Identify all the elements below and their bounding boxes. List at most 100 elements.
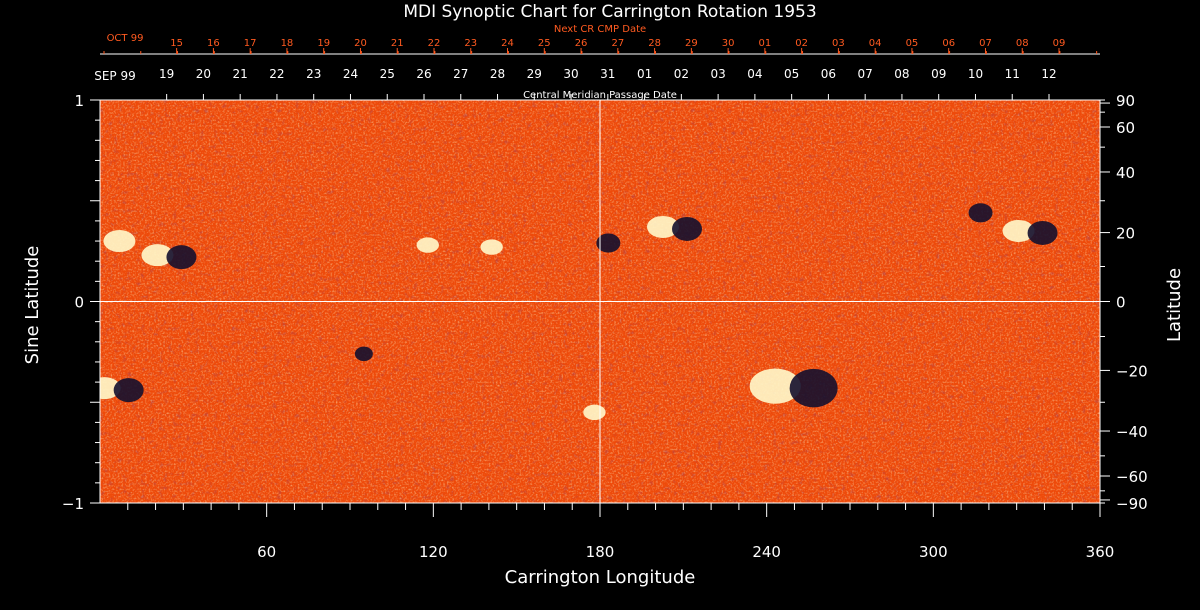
cmp-date-label: 25 [380, 67, 395, 81]
active-region-9 [583, 404, 606, 421]
next-date-label: 27 [611, 38, 624, 49]
next-date-label: 18 [281, 38, 294, 49]
y-axis-right: 90 60 40 20 0 −20 −40 −60 −90 [1100, 92, 1148, 513]
positive-patch [583, 404, 606, 421]
cmp-date-label: 20 [196, 67, 211, 81]
next-date-label: 08 [1016, 38, 1029, 49]
y-right-tick-label: −90 [1116, 495, 1148, 513]
negative-patch [166, 245, 197, 270]
active-region-2 [141, 244, 197, 270]
cmp-date-label: 04 [747, 67, 762, 81]
negative-patch [968, 203, 993, 223]
negative-patch [113, 378, 144, 403]
next-date-label: 16 [207, 38, 220, 49]
next-date-label: 09 [1053, 38, 1066, 49]
next-date-label: 06 [942, 38, 955, 49]
x-tick-label: 120 [419, 543, 448, 561]
next-date-label: 30 [722, 38, 735, 49]
next-date-label: 29 [685, 38, 698, 49]
active-region-4 [416, 237, 439, 253]
next-date-label: 28 [648, 38, 661, 49]
cmp-date-label: 06 [821, 67, 836, 81]
y-right-tick-label: −60 [1116, 468, 1148, 486]
cmp-date-label: 08 [894, 67, 909, 81]
positive-patch [1002, 219, 1035, 242]
active-region-6 [596, 233, 621, 253]
cmp-date-label: 31 [600, 67, 615, 81]
next-date-label: 01 [759, 38, 772, 49]
x-tick-label: 360 [1086, 543, 1115, 561]
y-right-tick-label: −20 [1116, 362, 1148, 380]
x-tick-label: 180 [586, 543, 615, 561]
x-tick-label: 240 [752, 543, 781, 561]
cmp-date-label: 26 [416, 67, 431, 81]
cmp-date-label: 19 [159, 67, 174, 81]
cmp-date-label: 10 [968, 67, 983, 81]
y-axis-left: 1 0 −1 [62, 92, 100, 513]
cmp-date-label: 02 [674, 67, 689, 81]
next-date-label: 25 [538, 38, 551, 49]
y-right-tick-label: 20 [1116, 225, 1135, 243]
negative-patch [789, 368, 838, 408]
cmp-axis-label: Central Meridian Passage Date [523, 90, 677, 101]
cmp-date-label: 05 [784, 67, 799, 81]
x-tick-label: 60 [257, 543, 276, 561]
next-date-label: 17 [244, 38, 257, 49]
next-date-label: 24 [501, 38, 514, 49]
cmp-date-label: 30 [563, 67, 578, 81]
y-right-tick-label: 40 [1116, 164, 1135, 182]
x-tick-label: 300 [919, 543, 948, 561]
next-date-label: 26 [575, 38, 588, 49]
x-axis: 60 120 180 240 300 360 [127, 503, 1115, 561]
cmp-date-label: 01 [637, 67, 652, 81]
cmp-date-label: 21 [233, 67, 248, 81]
y-right-tick-label: 60 [1116, 119, 1135, 137]
next-axis-month: OCT 99 [107, 33, 144, 44]
cmp-date-label: 27 [453, 67, 468, 81]
cmp-date-label: 11 [1005, 67, 1020, 81]
active-region-11 [354, 346, 373, 362]
active-region-1 [103, 230, 136, 253]
y-left-tick-label: −1 [62, 495, 84, 513]
next-axis-ticks: 09 08 07 06 05 04 03 02 01 30 29 28 27 26 25 24 23 22 21 20… [103, 38, 1098, 54]
y-axis-right-label: Latitude [1164, 268, 1185, 342]
next-date-label: 02 [795, 38, 808, 49]
positive-patch [749, 368, 801, 404]
cmp-date-label: 29 [527, 67, 542, 81]
next-date-label: 22 [428, 38, 441, 49]
active-region-5 [480, 239, 503, 255]
cmp-date-label: 07 [858, 67, 873, 81]
next-date-label: 19 [317, 38, 330, 49]
active-region-3 [100, 377, 144, 403]
x-axis-label: Carrington Longitude [505, 567, 696, 588]
y-axis-left-label: Sine Latitude [22, 246, 43, 365]
active-region-10 [1002, 219, 1058, 245]
positive-patch [416, 237, 439, 253]
y-left-tick-label: 0 [74, 294, 84, 312]
active-regions [100, 203, 1058, 421]
active-region-8 [749, 368, 838, 408]
cmp-date-label: 28 [490, 67, 505, 81]
positive-patch [141, 244, 174, 267]
positive-patch [103, 230, 136, 253]
cmp-date-label: 24 [343, 67, 358, 81]
cmp-axis-month: SEP 99 [94, 69, 136, 83]
next-date-label: 15 [170, 38, 183, 49]
next-axis-label: Next CR CMP Date [554, 24, 646, 35]
positive-patch [647, 215, 679, 238]
negative-patch [596, 233, 621, 253]
y-right-tick-label: 0 [1116, 294, 1126, 312]
cmp-date-label: 03 [710, 67, 725, 81]
active-region-12 [968, 203, 993, 223]
cmp-date-label: 22 [269, 67, 284, 81]
negative-patch [354, 346, 373, 362]
negative-patch [672, 216, 702, 241]
cmp-date-label: 12 [1041, 67, 1056, 81]
cmp-date-label: 09 [931, 67, 946, 81]
next-date-label: 20 [354, 38, 367, 49]
next-date-label: 03 [832, 38, 845, 49]
y-right-tick-label: −40 [1116, 423, 1148, 441]
next-date-label: 23 [464, 38, 477, 49]
